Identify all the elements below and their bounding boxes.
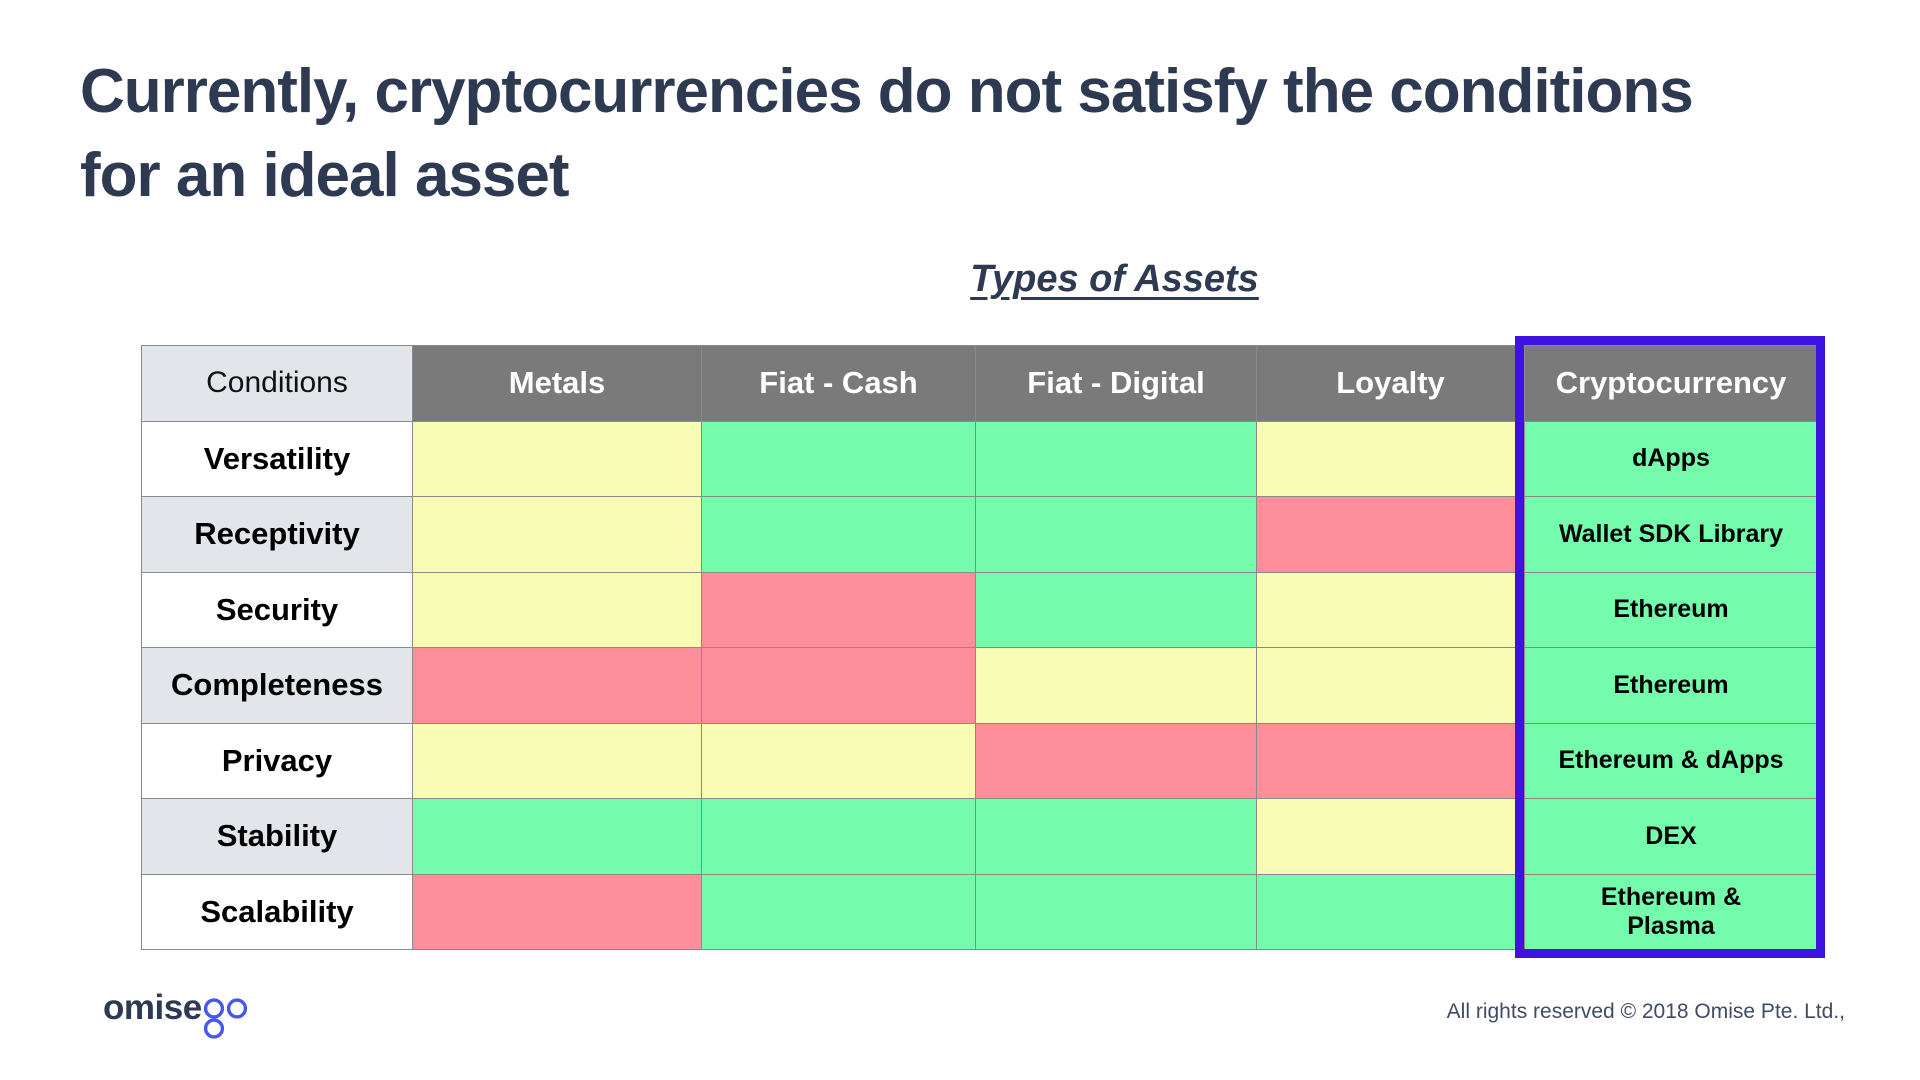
column-header-metals: Metals — [413, 346, 702, 422]
status-cell — [976, 572, 1257, 648]
crypto-cell-label: Ethereum — [1613, 670, 1729, 699]
row-label-versatility: Versatility — [142, 421, 413, 497]
column-header-fiat-digital: Fiat - Digital — [976, 346, 1257, 422]
status-cell — [976, 648, 1257, 724]
crypto-cell: dApps — [1525, 421, 1818, 497]
status-cell — [976, 497, 1257, 573]
row-label-security: Security — [142, 572, 413, 648]
status-cell — [413, 497, 702, 573]
omisego-go-icon — [203, 998, 247, 1039]
status-cell — [702, 723, 976, 799]
status-cell — [413, 648, 702, 724]
row-label-receptivity: Receptivity — [142, 497, 413, 573]
status-cell — [413, 874, 702, 950]
crypto-cell: Ethereum — [1525, 572, 1818, 648]
omisego-logo: omise — [103, 988, 249, 1040]
status-cell — [702, 572, 976, 648]
subtitle-wrap: Types of Assets — [412, 258, 1817, 301]
crypto-cell: Ethereum & dApps — [1525, 723, 1818, 799]
status-cell — [1257, 799, 1525, 875]
slide-title: Currently, cryptocurrencies do not satis… — [80, 57, 1694, 210]
status-cell — [413, 572, 702, 648]
status-cell — [976, 799, 1257, 875]
row-label-completeness: Completeness — [142, 648, 413, 724]
column-header-cryptocurrency: Cryptocurrency — [1525, 346, 1818, 422]
status-cell — [1257, 723, 1525, 799]
status-cell — [413, 723, 702, 799]
crypto-cell: DEX — [1525, 799, 1818, 875]
status-cell — [702, 799, 976, 875]
crypto-cell-label: dApps — [1632, 444, 1710, 473]
status-cell — [1257, 497, 1525, 573]
crypto-cell: Ethereum & Plasma — [1525, 874, 1818, 950]
omisego-logo-text: omise — [103, 988, 202, 1027]
status-cell — [976, 421, 1257, 497]
crypto-cell-label: Ethereum — [1613, 595, 1729, 624]
status-cell — [413, 799, 702, 875]
status-cell — [1257, 874, 1525, 950]
status-cell — [702, 497, 976, 573]
crypto-cell-label: Ethereum & Plasma — [1600, 883, 1742, 940]
status-cell — [1257, 648, 1525, 724]
status-cell — [702, 648, 976, 724]
status-cell — [702, 874, 976, 950]
corner-header-conditions: Conditions — [142, 346, 413, 422]
status-cell — [976, 874, 1257, 950]
copyright-text: All rights reserved © 2018 Omise Pte. Lt… — [1446, 1000, 1845, 1023]
crypto-cell: Ethereum — [1525, 648, 1818, 724]
status-cell — [1257, 572, 1525, 648]
conditions-assets-table: Conditions Metals Fiat - Cash Fiat - Digita… — [141, 345, 1818, 950]
row-label-scalability: Scalability — [142, 874, 413, 950]
column-header-loyalty: Loyalty — [1257, 346, 1525, 422]
crypto-cell-label: Wallet SDK Library — [1558, 519, 1784, 548]
column-header-fiat-cash: Fiat - Cash — [702, 346, 976, 422]
row-label-stability: Stability — [142, 799, 413, 875]
status-cell — [1257, 421, 1525, 497]
assets-subtitle: Types of Assets — [970, 258, 1259, 300]
row-label-privacy: Privacy — [142, 723, 413, 799]
status-cell — [413, 421, 702, 497]
status-cell — [976, 723, 1257, 799]
crypto-cell-label: Ethereum & dApps — [1558, 746, 1784, 775]
status-cell — [702, 421, 976, 497]
crypto-cell-label: DEX — [1645, 821, 1697, 850]
crypto-cell: Wallet SDK Library — [1525, 497, 1818, 573]
